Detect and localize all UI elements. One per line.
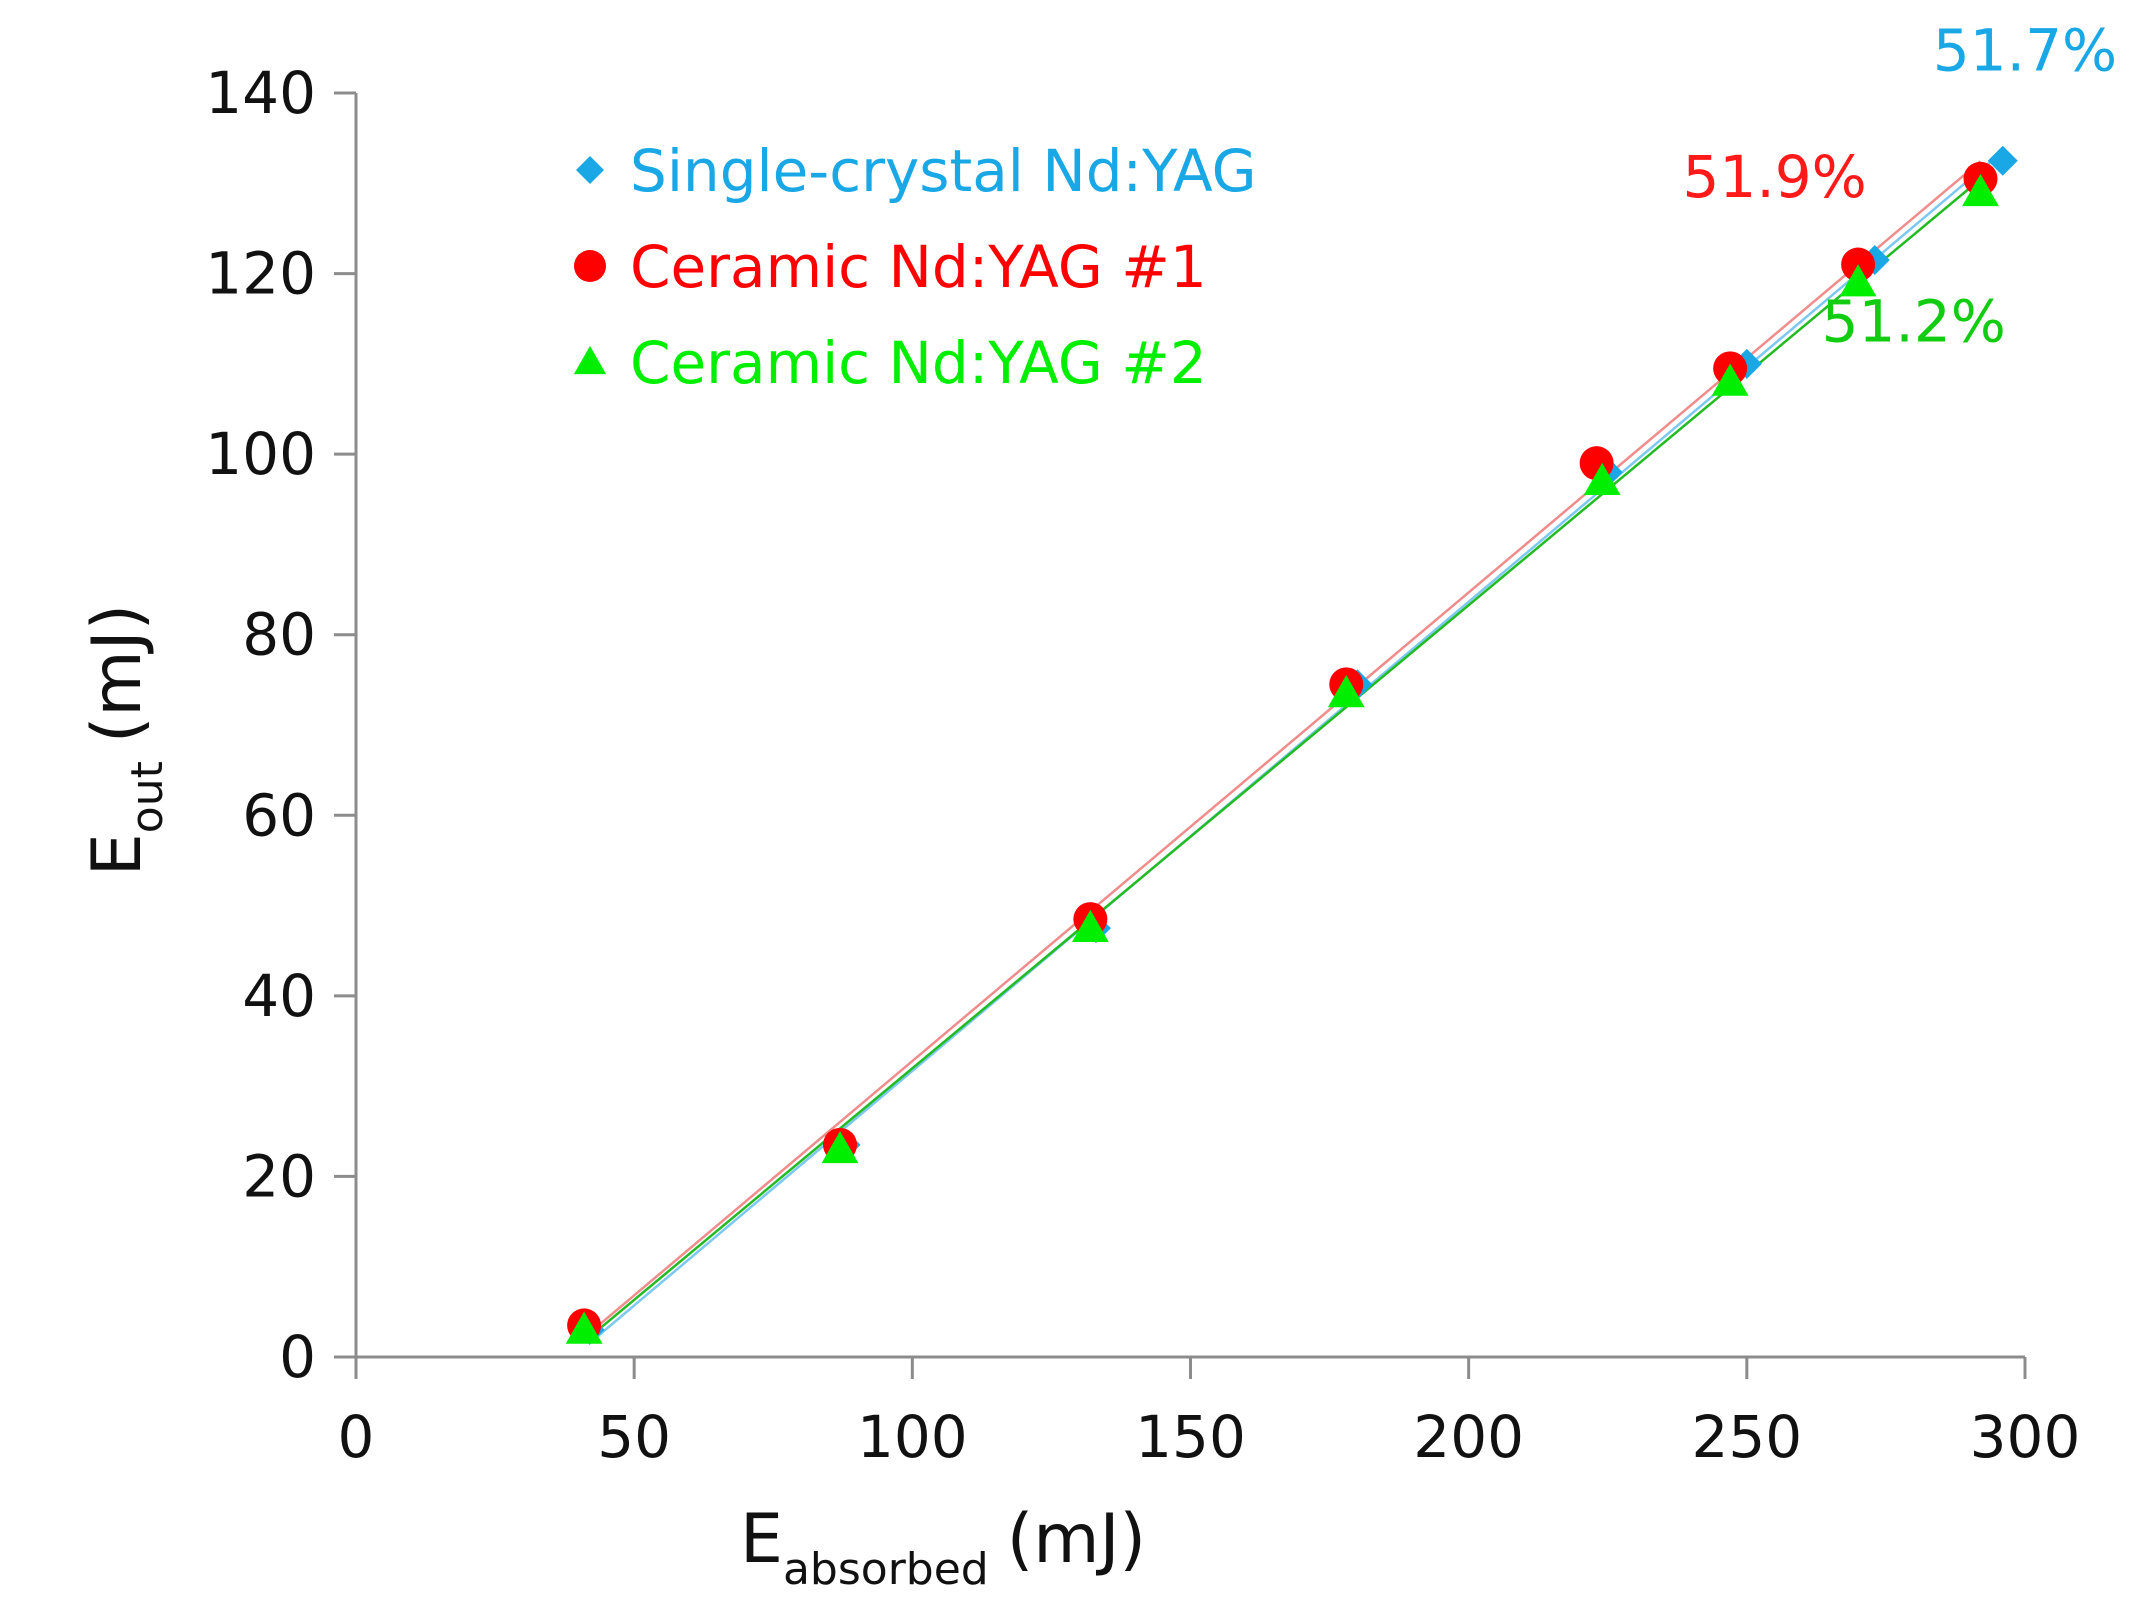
legend-marker-series-3 <box>573 345 607 375</box>
y-axis-title-sub: out <box>122 761 173 833</box>
y-axis-title-main: E <box>78 833 157 876</box>
y-tick-label: 60 <box>242 781 316 849</box>
data-point-series-3 <box>1327 675 1365 708</box>
data-point-series-3 <box>1839 264 1877 297</box>
y-axis-title-unit: (mJ) <box>78 604 157 743</box>
x-axis-title-unit: (mJ) <box>1007 1500 1146 1579</box>
x-tick-label: 200 <box>1413 1403 1524 1471</box>
y-tick-label: 100 <box>205 420 316 488</box>
y-tick-label: 40 <box>242 962 316 1030</box>
x-axis-title-sub: absorbed <box>783 1544 989 1595</box>
x-tick-label: 250 <box>1691 1403 1802 1471</box>
data-point-series-3 <box>1583 462 1621 496</box>
x-tick-label: 300 <box>1970 1403 2081 1471</box>
legend-label-series-3: Ceramic Nd:YAG #2 <box>630 329 1207 397</box>
axes: 0 20 40 60 80 100 120 140 0 50 100 150 200 250 300 <box>205 59 2080 1471</box>
legend-label-series-1: Single-crystal Nd:YAG <box>630 137 1257 205</box>
legend-marker-series-2 <box>574 250 606 282</box>
x-tick-label: 0 <box>338 1403 375 1471</box>
legend-marker-series-1 <box>576 156 604 184</box>
x-axis-title-main: E <box>740 1500 783 1579</box>
data-point-series-3 <box>565 1311 603 1344</box>
data-point-series-3 <box>1962 173 1999 207</box>
data-point-series-1 <box>1987 145 2018 176</box>
y-tick-label: 20 <box>242 1142 316 1210</box>
legend-label-series-2: Ceramic Nd:YAG #1 <box>630 233 1207 301</box>
legend: Single-crystal Nd:YAG Ceramic Nd:YAG #1 Ce… <box>573 137 1257 397</box>
y-tick-label: 120 <box>205 240 316 308</box>
y-axis-title: Eout (mJ) <box>78 604 173 876</box>
slope-annotation-1: 51.7% <box>1933 16 2117 84</box>
y-tick-label: 0 <box>279 1323 316 1391</box>
data-point-series-3 <box>821 1130 859 1164</box>
data-points <box>565 145 2018 1345</box>
x-tick-label: 50 <box>597 1403 671 1471</box>
data-point-series-3 <box>1711 363 1749 396</box>
x-tick-label: 150 <box>1135 1403 1246 1471</box>
data-point-series-3 <box>1071 909 1109 942</box>
slope-annotation-3: 51.2% <box>1822 287 2006 355</box>
annotations: 51.7% 51.9% 51.2% <box>1683 16 2118 355</box>
slope-annotation-2: 51.9% <box>1683 143 1867 211</box>
y-tick-label: 80 <box>242 601 316 669</box>
x-tick-label: 100 <box>857 1403 968 1471</box>
x-axis-title: Eabsorbed (mJ) <box>740 1500 1146 1595</box>
y-tick-label: 140 <box>205 59 316 127</box>
